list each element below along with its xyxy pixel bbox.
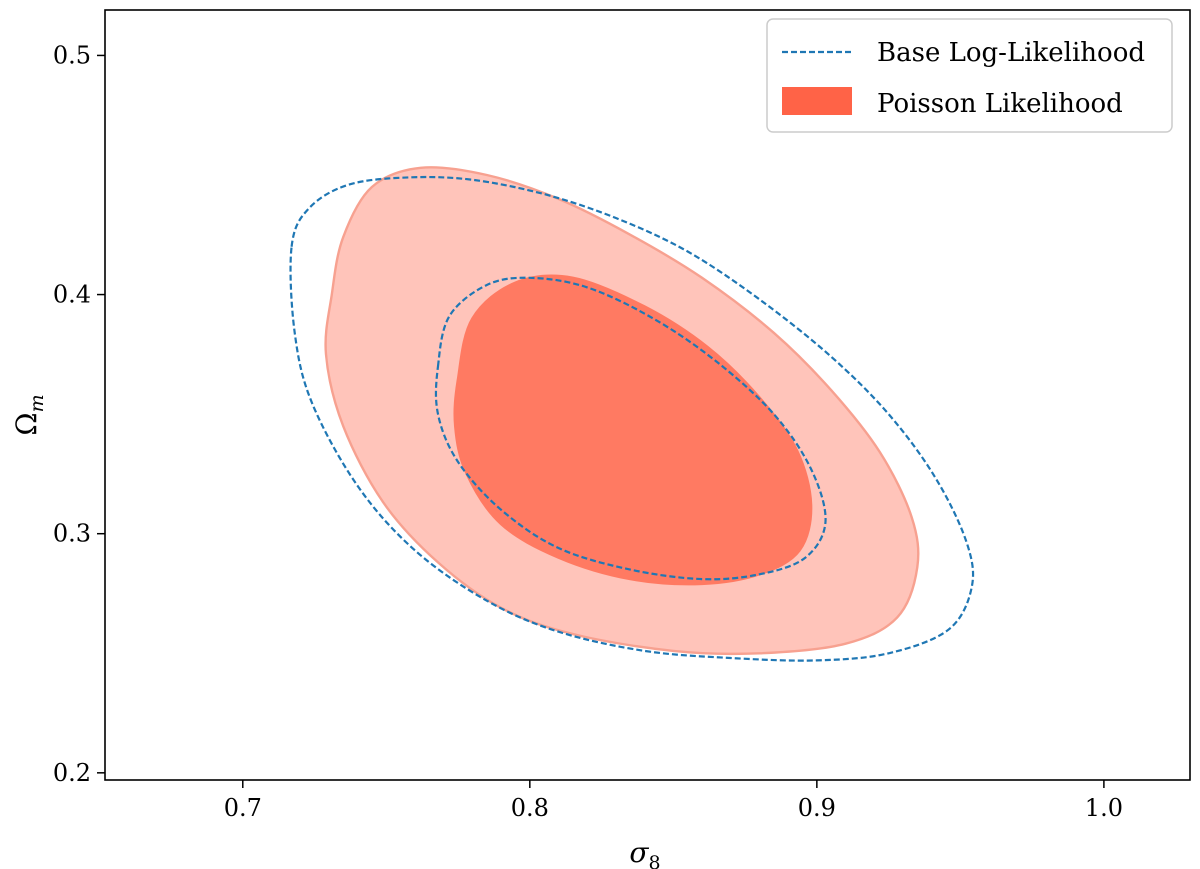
x-tick-label: 0.8 <box>511 794 549 822</box>
x-tick-label: 0.7 <box>224 794 262 822</box>
y-axis: 0.2 0.3 0.4 0.5 <box>53 41 105 787</box>
legend-label-base-log-likelihood: Base Log-Likelihood <box>877 38 1145 68</box>
y-tick-label: 0.4 <box>53 281 91 309</box>
y-tick-label: 0.2 <box>53 759 91 787</box>
y-axis-label: Ωm <box>10 394 48 435</box>
y-tick-label: 0.3 <box>53 520 91 548</box>
plot-frame <box>104 9 1191 781</box>
legend-label-poisson-likelihood: Poisson Likelihood <box>877 89 1123 119</box>
legend-box <box>766 18 1173 133</box>
contours-layer <box>289 166 975 662</box>
x-tick-label: 0.9 <box>798 794 836 822</box>
legend-swatch-poisson-likelihood <box>782 87 852 115</box>
poisson-contour-inner <box>453 274 813 586</box>
x-axis-label: σ8 <box>629 836 660 869</box>
y-tick-label: 0.5 <box>53 41 91 69</box>
legend: Base Log-Likelihood Poisson Likelihood <box>766 18 1173 133</box>
x-tick-label: 1.0 <box>1085 794 1123 822</box>
base-contour-inner <box>434 276 827 581</box>
base-contour-outer <box>289 175 975 662</box>
x-axis: 0.7 0.8 0.9 1.0 <box>224 780 1123 822</box>
